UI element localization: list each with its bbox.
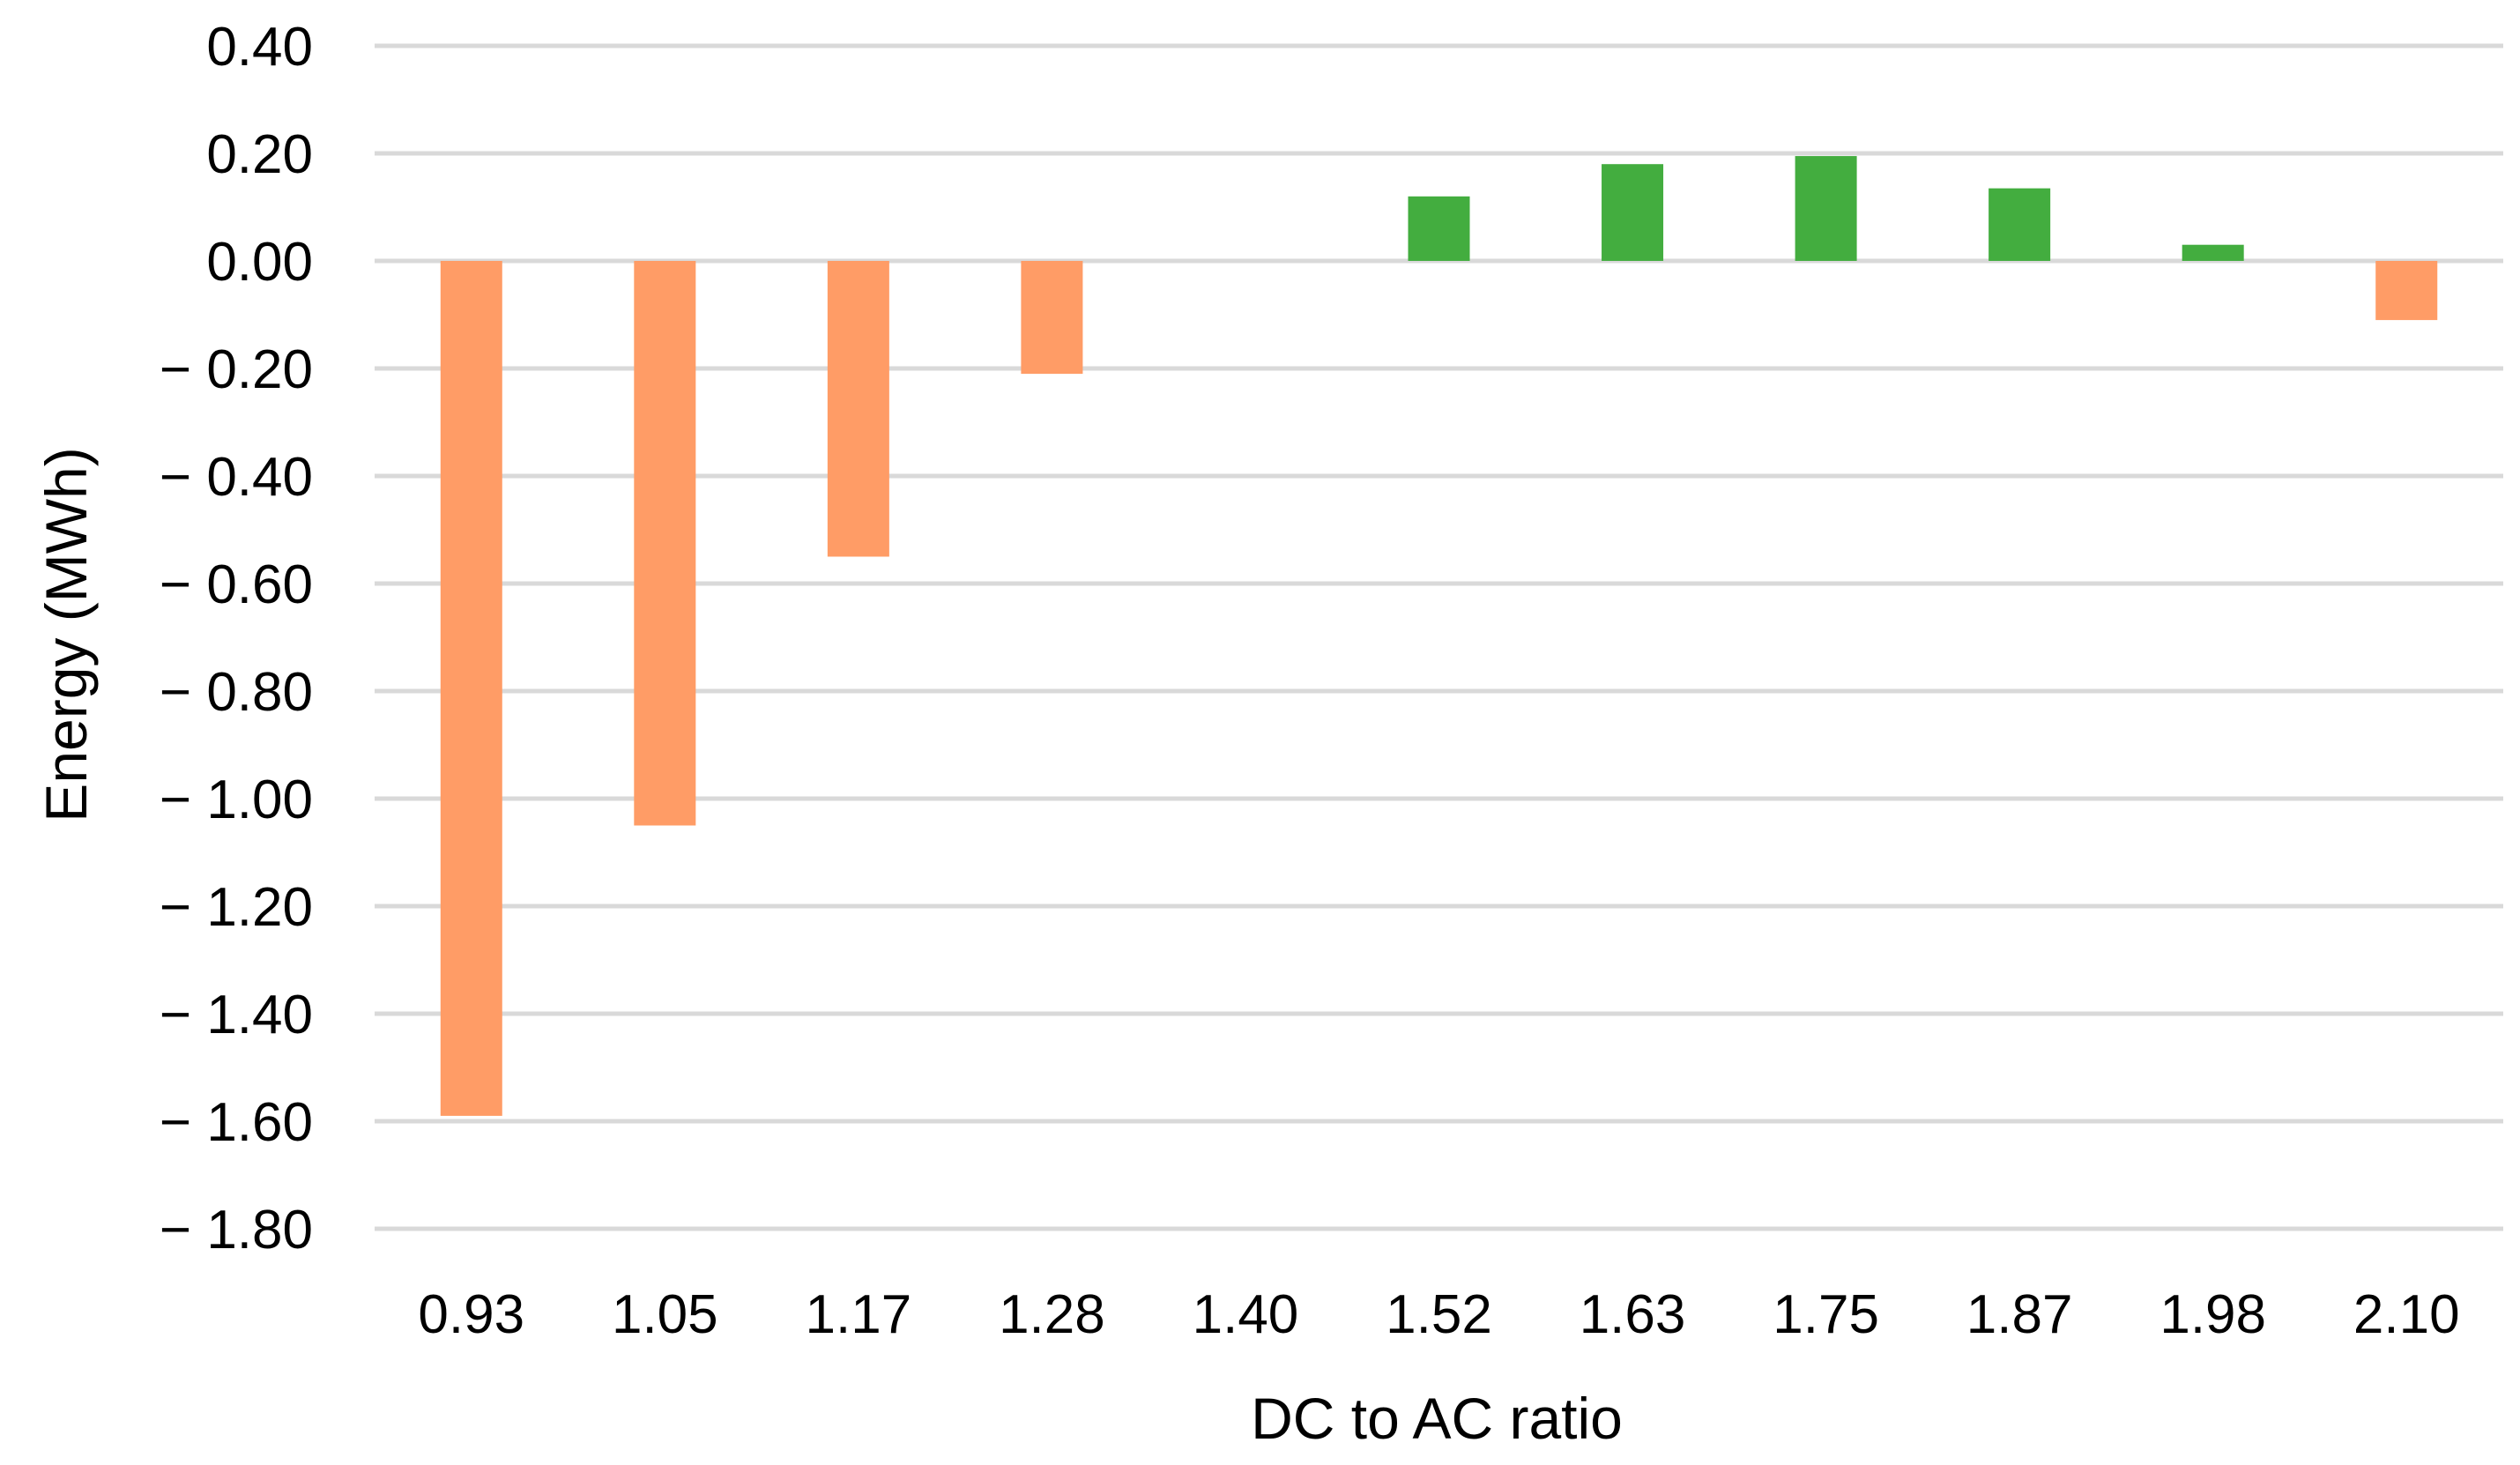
x-tick-label: 1.87 <box>1966 1284 2073 1345</box>
y-tick-label: − 1.80 <box>160 1200 313 1260</box>
bar-1.05 <box>634 261 696 826</box>
y-tick-labels: 0.40 0.20 0.00 − 0.20 − 0.40 − 0.60 − 0.80 − 1.… <box>160 17 313 1260</box>
bar-1.17 <box>827 261 889 557</box>
x-tick-label: 1.98 <box>2159 1284 2266 1345</box>
y-tick-label: − 0.20 <box>160 339 313 400</box>
gridlines <box>375 43 2503 1231</box>
x-tick-label: 1.40 <box>1193 1284 1299 1345</box>
x-tick-label: 0.93 <box>418 1284 524 1345</box>
x-axis-title: DC to AC ratio <box>1251 1386 1623 1451</box>
bar-1.52 <box>1408 196 1470 261</box>
y-tick-label: − 1.20 <box>160 877 313 938</box>
y-tick-label: − 1.40 <box>160 985 313 1045</box>
y-tick-label: − 1.00 <box>160 770 313 830</box>
bars <box>440 156 2438 1116</box>
y-axis-title: Energy (MWh) <box>33 447 99 822</box>
x-tick-label: 1.63 <box>1580 1284 1686 1345</box>
y-tick-label: − 0.60 <box>160 554 313 615</box>
bar-1.75 <box>1795 156 1857 261</box>
y-tick-label: 0.40 <box>206 17 313 78</box>
x-tick-label: 1.75 <box>1773 1284 1879 1345</box>
y-tick-label: − 0.80 <box>160 662 313 723</box>
bar-0.93 <box>440 261 502 1116</box>
y-tick-label: − 1.60 <box>160 1092 313 1153</box>
y-tick-label: 0.00 <box>206 232 313 293</box>
y-tick-label: 0.20 <box>206 124 313 185</box>
bar-1.87 <box>1988 188 2051 261</box>
x-tick-label: 1.28 <box>999 1284 1105 1345</box>
bar-2.10 <box>2375 261 2438 321</box>
bar-1.98 <box>2182 244 2244 261</box>
bar-1.28 <box>1021 261 1083 375</box>
bar-1.63 <box>1602 164 1664 261</box>
x-tick-label: 2.10 <box>2353 1284 2460 1345</box>
x-tick-labels: 0.93 1.05 1.17 1.28 1.40 1.52 1.63 1.75 1.87 1.98… <box>418 1284 2459 1345</box>
x-tick-label: 1.52 <box>1386 1284 1492 1345</box>
x-tick-label: 1.17 <box>806 1284 912 1345</box>
y-tick-label: − 0.40 <box>160 447 313 508</box>
x-tick-label: 1.05 <box>612 1284 718 1345</box>
